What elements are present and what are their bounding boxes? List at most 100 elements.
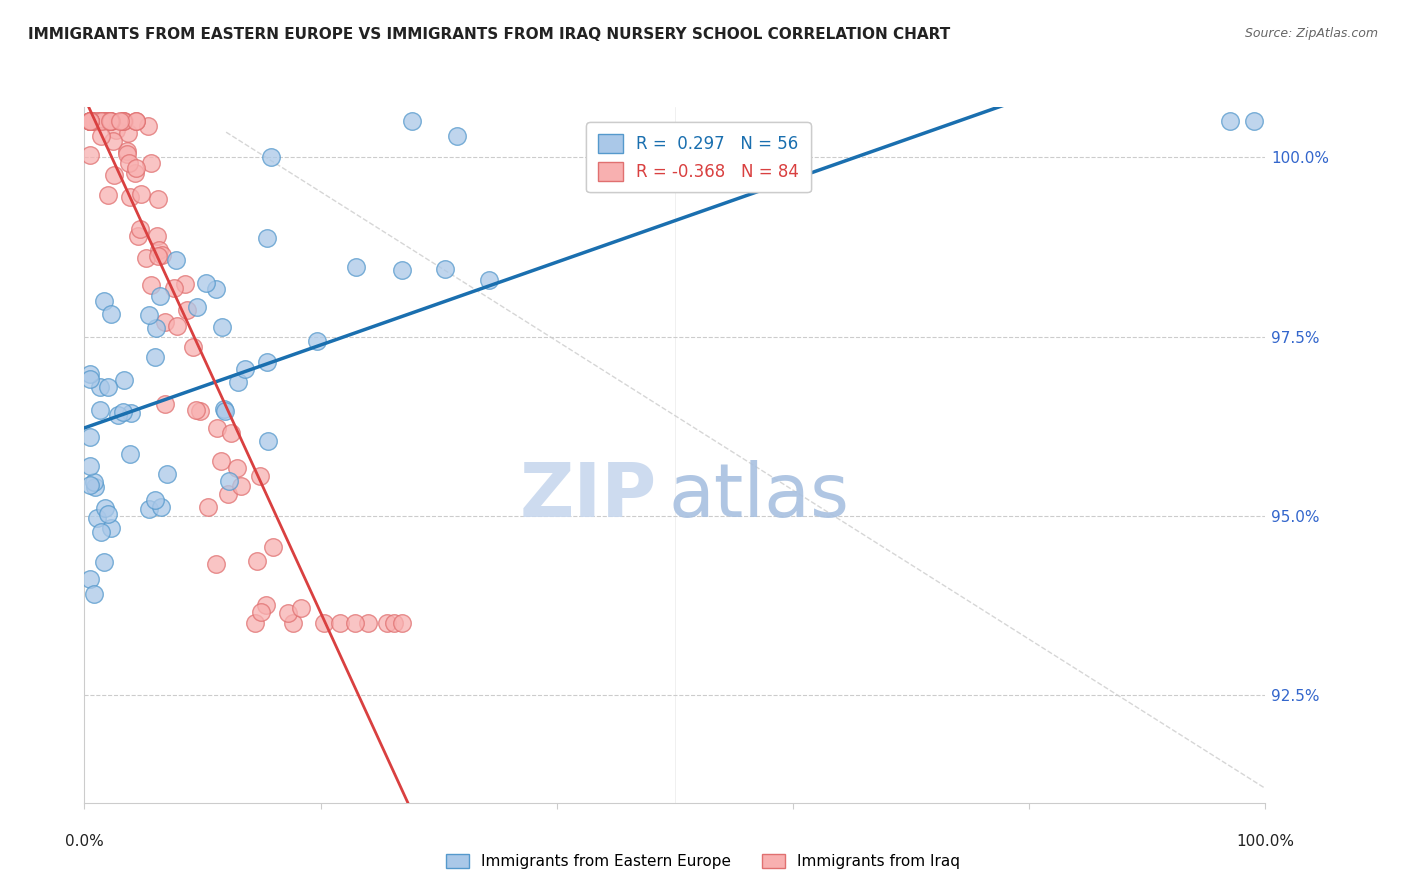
Point <box>277 606 299 620</box>
Point <box>262 541 284 555</box>
Point <box>205 557 228 571</box>
Point <box>249 469 271 483</box>
Point <box>184 403 207 417</box>
Point <box>153 397 176 411</box>
Point <box>136 119 159 133</box>
Point <box>93 555 115 569</box>
Point <box>79 114 101 128</box>
Point <box>146 228 169 243</box>
Point <box>79 114 101 128</box>
Point <box>120 189 142 203</box>
Point <box>98 114 121 128</box>
Point <box>117 126 139 140</box>
Point <box>110 114 132 128</box>
Point <box>1243 114 1265 128</box>
Text: 100.0%: 100.0% <box>1236 834 1295 849</box>
Legend: R =  0.297   N = 56, R = -0.368   N = 84: R = 0.297 N = 56, R = -0.368 N = 84 <box>586 122 811 193</box>
Point <box>83 587 105 601</box>
Point <box>79 147 101 161</box>
Point <box>98 114 121 128</box>
Point <box>111 114 134 128</box>
Text: 0.0%: 0.0% <box>65 834 104 849</box>
Point <box>211 320 233 334</box>
Point <box>219 425 242 440</box>
Point <box>97 507 120 521</box>
Point <box>89 402 111 417</box>
Point <box>79 114 101 128</box>
Point <box>90 114 112 128</box>
Point <box>204 282 226 296</box>
Point <box>478 273 501 287</box>
Point <box>155 467 177 482</box>
Point <box>146 192 169 206</box>
Point <box>163 280 186 294</box>
Point <box>183 340 205 354</box>
Point <box>129 222 152 236</box>
Point <box>150 248 173 262</box>
Point <box>91 114 114 128</box>
Point <box>111 114 134 128</box>
Point <box>329 616 352 631</box>
Point <box>197 500 219 515</box>
Point <box>205 421 228 435</box>
Point <box>131 186 153 201</box>
Point <box>290 601 312 615</box>
Point <box>125 114 148 128</box>
Point <box>260 150 283 164</box>
Point <box>434 262 457 277</box>
Point <box>217 487 239 501</box>
Point <box>115 146 138 161</box>
Point <box>79 430 101 444</box>
Point <box>149 289 172 303</box>
Point <box>87 114 110 128</box>
Point <box>97 187 120 202</box>
Point <box>149 500 172 514</box>
Point <box>84 480 107 494</box>
Point <box>138 502 160 516</box>
Point <box>446 128 468 143</box>
Point <box>233 362 256 376</box>
Point <box>375 616 398 631</box>
Point <box>139 278 162 293</box>
Point <box>115 145 138 159</box>
Text: atlas: atlas <box>669 460 851 533</box>
Point <box>145 493 167 508</box>
Point <box>1219 114 1241 128</box>
Point <box>82 114 104 128</box>
Point <box>382 616 405 631</box>
Point <box>228 375 250 389</box>
Point <box>214 403 236 417</box>
Point <box>125 114 148 128</box>
Point <box>120 406 142 420</box>
Point <box>112 114 135 128</box>
Point <box>100 521 122 535</box>
Point <box>256 231 278 245</box>
Point <box>83 475 105 490</box>
Point <box>96 114 118 128</box>
Point <box>391 263 413 277</box>
Point <box>93 293 115 308</box>
Point <box>90 129 112 144</box>
Point <box>174 277 197 291</box>
Point <box>103 168 125 182</box>
Point <box>91 114 114 128</box>
Point <box>86 114 108 128</box>
Point <box>143 351 166 365</box>
Point <box>86 510 108 524</box>
Point <box>256 355 278 369</box>
Text: ZIP: ZIP <box>520 460 657 533</box>
Point <box>166 319 188 334</box>
Point <box>165 253 187 268</box>
Point <box>344 616 367 631</box>
Point <box>79 368 101 382</box>
Point <box>312 616 335 631</box>
Point <box>111 404 134 418</box>
Point <box>124 166 146 180</box>
Point <box>153 315 176 329</box>
Point <box>107 408 129 422</box>
Point <box>283 616 305 631</box>
Point <box>89 379 111 393</box>
Point <box>79 572 101 586</box>
Point <box>118 447 141 461</box>
Point <box>141 156 163 170</box>
